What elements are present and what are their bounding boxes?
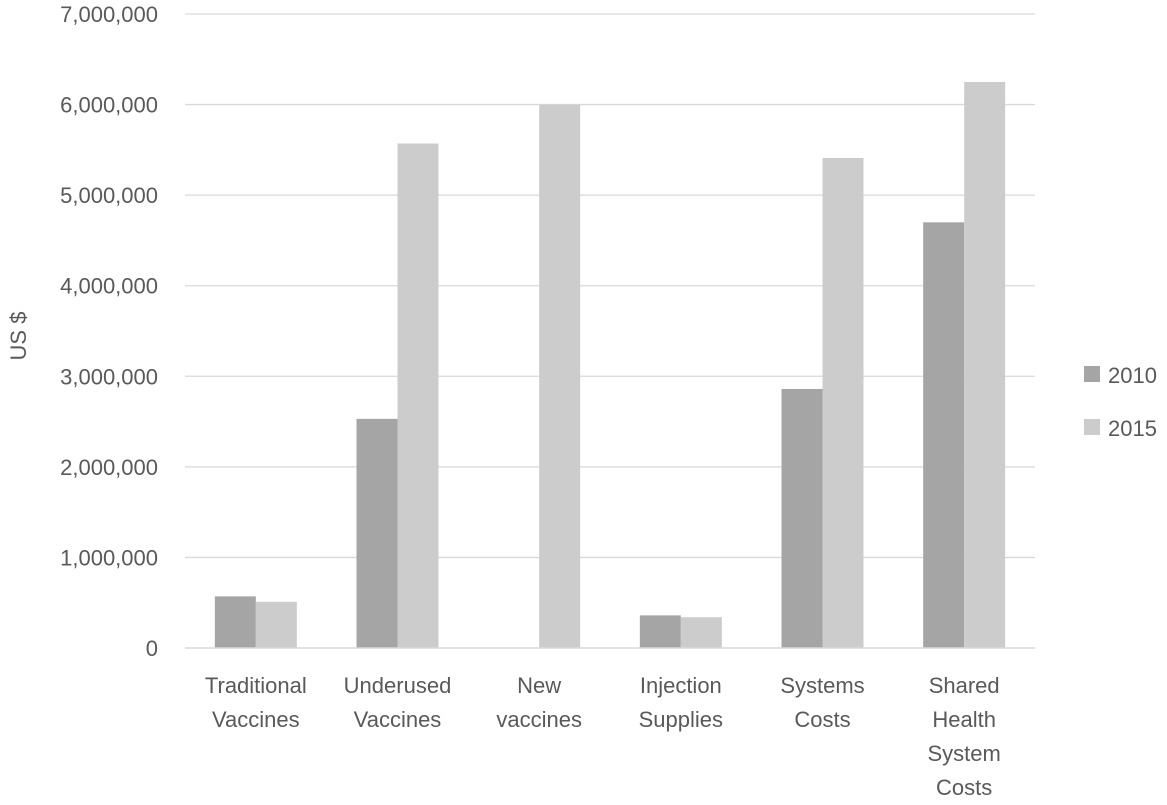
category-label: Injection Supplies [639, 673, 723, 732]
legend-swatch-2010 [1084, 366, 1100, 382]
category-label: Systems Costs [780, 673, 864, 732]
bar-2010-4 [781, 388, 823, 648]
bar-2015-4 [822, 158, 864, 648]
y-tick-label: 1,000,000 [60, 545, 158, 570]
y-axis-title: US $ [6, 312, 31, 361]
y-tick-label: 7,000,000 [60, 2, 158, 27]
category-labels: Traditional Vaccines Underused Vaccines New v… [205, 673, 1001, 800]
legend-swatch-2015 [1084, 419, 1100, 435]
bar-2010-3 [639, 615, 681, 648]
y-tick-label: 3,000,000 [60, 364, 158, 389]
y-axis-ticks: 0 1,000,000 2,000,000 3,000,000 4,000,000 5,0… [60, 2, 158, 661]
bar-2010-1 [356, 418, 398, 648]
category-label: Traditional Vaccines [205, 673, 307, 732]
y-tick-label: 0 [146, 636, 158, 661]
y-tick-label: 2,000,000 [60, 455, 158, 480]
category-label: Underused Vaccines [344, 673, 452, 732]
bar-2015-1 [397, 143, 439, 648]
bar-2015-2 [539, 104, 581, 649]
legend-label-2015: 2015 [1108, 416, 1157, 441]
bar-2010-0 [214, 596, 256, 648]
category-label: New vaccines [496, 673, 582, 732]
legend-label-2010: 2010 [1108, 363, 1157, 388]
y-tick-label: 6,000,000 [60, 93, 158, 118]
bars [214, 81, 1006, 649]
bar-2015-5 [964, 81, 1006, 648]
bar-2010-5 [923, 222, 965, 649]
bar-2015-3 [680, 617, 722, 648]
category-label: Shared Health System Costs [927, 673, 1000, 800]
legend: 2010 2015 [1084, 363, 1157, 441]
bar-2015-0 [255, 601, 297, 648]
gridlines [185, 13, 1035, 559]
y-tick-label: 5,000,000 [60, 183, 158, 208]
y-tick-label: 4,000,000 [60, 274, 158, 299]
